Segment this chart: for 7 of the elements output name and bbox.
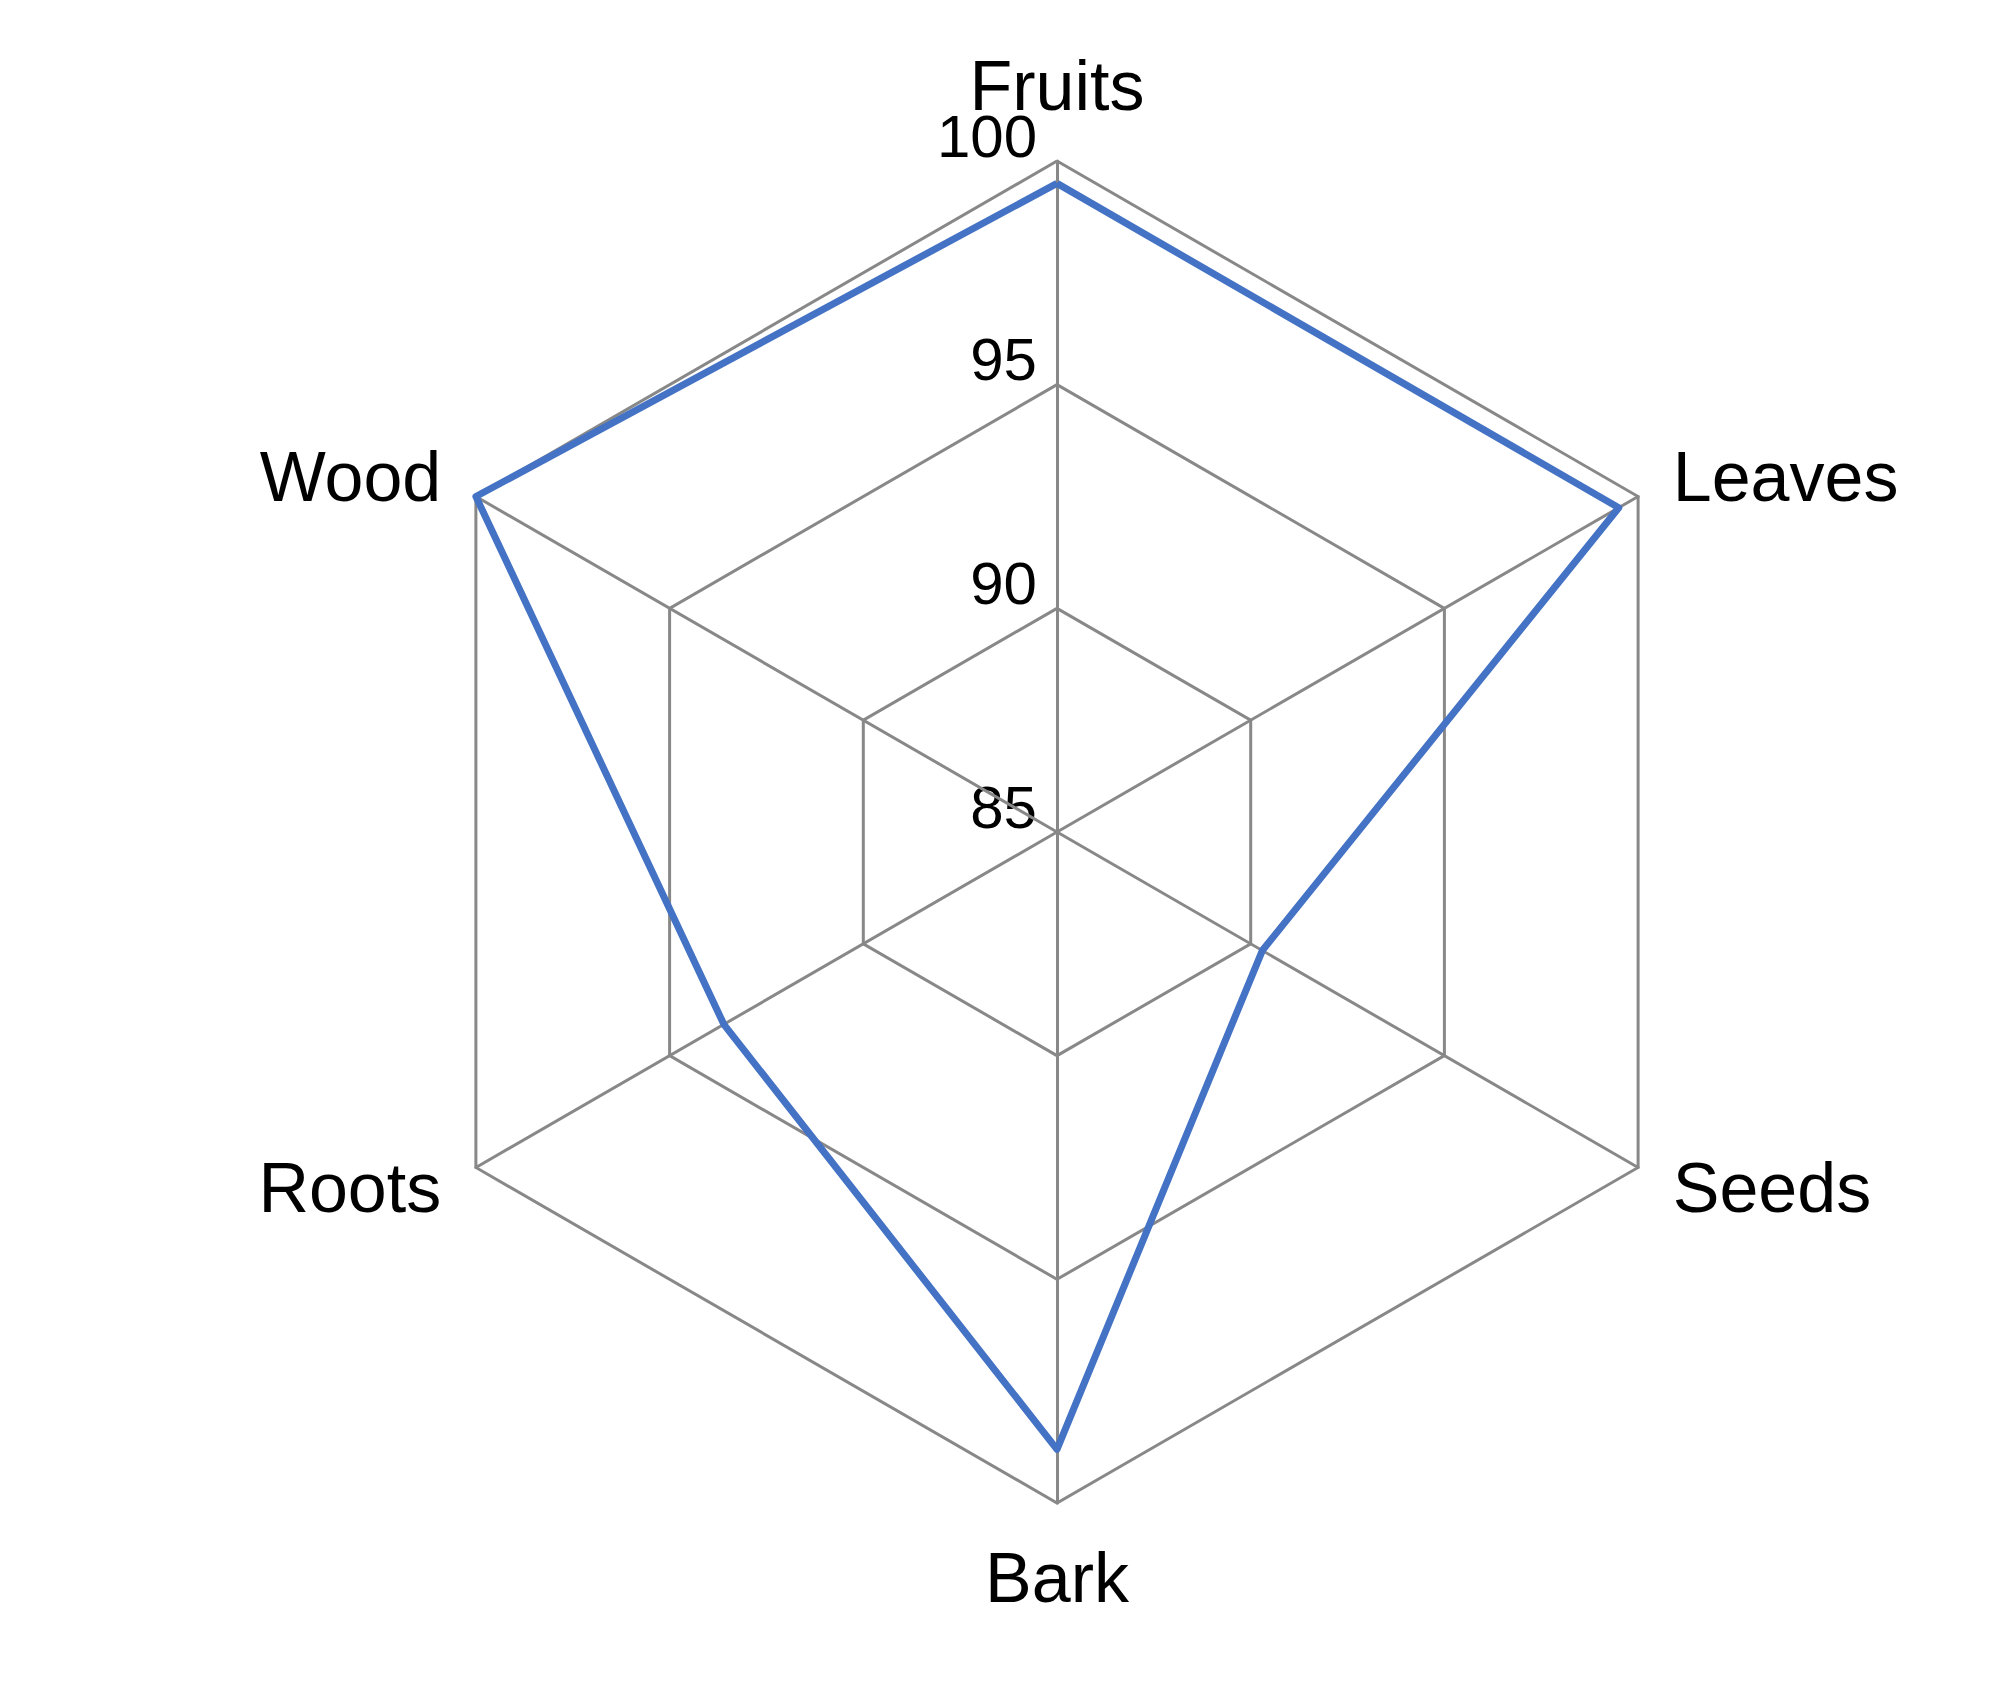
spoke-label: Roots: [258, 1148, 442, 1227]
spoke-label: Leaves: [1672, 437, 1899, 516]
y-tick-label: 90: [970, 549, 1037, 617]
y-tick-label: 95: [970, 326, 1037, 394]
spoke-label: Bark: [985, 1539, 1130, 1617]
spoke-label: Wood: [259, 437, 442, 516]
spoke-label: Seeds: [1672, 1148, 1872, 1227]
